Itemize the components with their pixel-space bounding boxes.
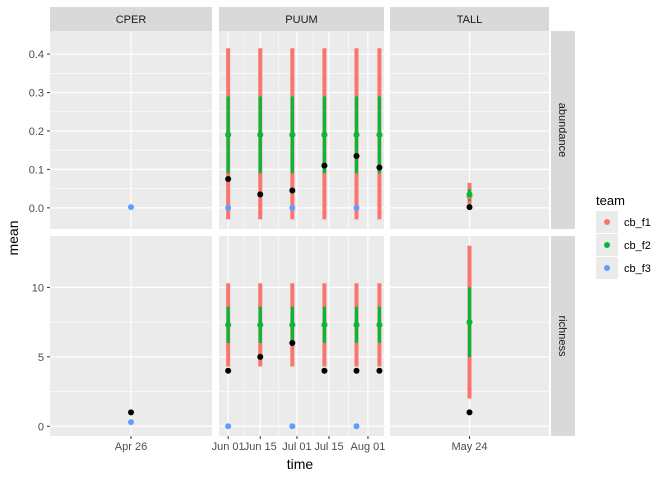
y-tick-label: 0.2 <box>29 126 44 138</box>
point-observed <box>289 339 296 346</box>
point-cb_f2 <box>289 131 296 138</box>
y-tick-label: 0 <box>38 421 44 433</box>
point-cb_f2 <box>353 131 360 138</box>
y-tick-label: 0.1 <box>29 164 44 176</box>
x-tick-label: Jul 15 <box>314 441 343 453</box>
data-group <box>128 48 473 430</box>
x-tick-label: Jul 01 <box>282 441 311 453</box>
legend-title: team <box>596 193 625 208</box>
facet-label-tall: TALL <box>457 14 482 26</box>
point-cb_f3 <box>353 423 360 430</box>
point-cb_f2 <box>376 131 383 138</box>
y-tick-label: 0.0 <box>29 203 44 215</box>
point-cb_f2 <box>225 321 232 328</box>
point-observed <box>128 409 134 416</box>
x-tick-label: Jun 01 <box>212 441 245 453</box>
legend-swatch-cb_f3 <box>604 265 610 271</box>
point-observed <box>257 353 264 360</box>
y-tick-label: 5 <box>38 352 44 364</box>
point-cb_f2 <box>466 191 473 198</box>
legend: team cb_f1 cb_f2 cb_f3 <box>596 193 651 279</box>
point-cb_f3 <box>353 204 360 211</box>
facet-label-richness: richness <box>556 316 568 357</box>
facet-strip-abundance <box>551 31 575 229</box>
point-observed <box>225 367 232 374</box>
x-tick-label: May 24 <box>451 441 487 453</box>
facet-strip-cper <box>50 7 212 31</box>
x-tick-label: Jun 15 <box>244 441 277 453</box>
point-observed <box>225 176 232 183</box>
point-cb_f3 <box>128 204 134 211</box>
point-cb_f2 <box>321 321 328 328</box>
y-tick-label: 10 <box>32 282 44 294</box>
facet-label-abundance: abundance <box>556 103 568 157</box>
point-cb_f2 <box>225 131 232 138</box>
legend-swatch-cb_f1 <box>604 219 610 225</box>
point-observed <box>321 162 328 169</box>
panel-puum-richness <box>219 236 384 436</box>
legend-swatch-cb_f2 <box>604 242 610 248</box>
facet-label-puum: PUUM <box>285 14 317 26</box>
facet-label-cper: CPER <box>116 14 147 26</box>
point-observed <box>353 152 360 159</box>
point-cb_f2 <box>257 131 264 138</box>
point-observed <box>376 164 383 171</box>
facet-strip-puum <box>219 7 384 31</box>
facet-strip-richness <box>551 236 575 436</box>
point-cb_f3 <box>225 423 232 430</box>
y-axis-title: mean <box>5 220 21 255</box>
point-cb_f3 <box>128 419 134 426</box>
point-cb_f3 <box>289 423 296 430</box>
x-axis-title: time <box>287 456 314 472</box>
point-cb_f2 <box>376 321 383 328</box>
point-observed <box>376 367 383 374</box>
legend-label-cb_f1: cb_f1 <box>624 217 651 229</box>
point-observed <box>289 187 296 194</box>
point-cb_f3 <box>289 204 296 211</box>
point-cb_f2 <box>321 131 328 138</box>
y-tick-label: 0.3 <box>29 88 44 100</box>
x-tick-label: Apr 26 <box>115 441 147 453</box>
panel-puum-abundance <box>219 31 384 229</box>
facet-strip-tall <box>390 7 549 31</box>
point-observed <box>466 204 473 211</box>
point-cb_f2 <box>353 321 360 328</box>
x-tick-label: Aug 01 <box>351 441 386 453</box>
point-observed <box>257 191 264 198</box>
point-observed <box>321 367 328 374</box>
point-observed <box>353 367 360 374</box>
panels-group: CPER Apr 26 PUUM Jun 01 Jun 15 Jul 01 Jul 15 Au… <box>29 7 575 453</box>
point-observed <box>466 409 473 416</box>
point-cb_f2 <box>257 321 264 328</box>
point-cb_f3 <box>225 204 232 211</box>
point-cb_f2 <box>289 321 296 328</box>
point-cb_f2 <box>466 319 473 326</box>
y-tick-label: 0.4 <box>29 49 44 61</box>
legend-label-cb_f2: cb_f2 <box>624 240 651 252</box>
legend-label-cb_f3: cb_f3 <box>624 263 651 275</box>
